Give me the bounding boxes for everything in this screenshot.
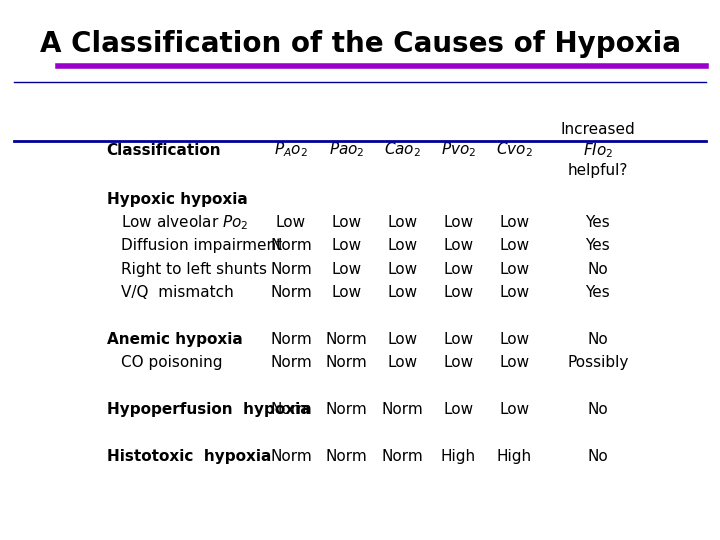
Text: Histotoxic  hypoxia: Histotoxic hypoxia (107, 449, 271, 464)
Text: High: High (497, 449, 531, 464)
Text: Low: Low (444, 215, 473, 230)
Text: Norm: Norm (382, 402, 423, 417)
Text: Norm: Norm (270, 402, 312, 417)
Text: Norm: Norm (270, 239, 312, 253)
Text: Low: Low (387, 332, 418, 347)
Text: Anemic hypoxia: Anemic hypoxia (107, 332, 243, 347)
Text: Low: Low (387, 262, 418, 277)
Text: Right to left shunts: Right to left shunts (121, 262, 266, 277)
Text: Classification: Classification (107, 143, 221, 158)
Text: Norm: Norm (270, 449, 312, 464)
Text: Low alveolar $Po_2$: Low alveolar $Po_2$ (121, 213, 248, 232)
Text: Increased
$FIo_2$
helpful?: Increased $FIo_2$ helpful? (560, 122, 635, 178)
Text: Low: Low (332, 239, 361, 253)
Text: Low: Low (387, 215, 418, 230)
Text: Yes: Yes (585, 285, 610, 300)
Text: Low: Low (499, 239, 529, 253)
Text: Norm: Norm (270, 285, 312, 300)
Text: Hypoperfusion  hypoxia: Hypoperfusion hypoxia (107, 402, 310, 417)
Text: Low: Low (499, 285, 529, 300)
Text: Low: Low (387, 239, 418, 253)
Text: High: High (441, 449, 476, 464)
Text: V/Q  mismatch: V/Q mismatch (121, 285, 233, 300)
Text: Low: Low (499, 355, 529, 370)
Text: Low: Low (444, 355, 473, 370)
Text: Low: Low (499, 402, 529, 417)
Text: Low: Low (332, 262, 361, 277)
Text: No: No (588, 449, 608, 464)
Text: $Cvo_2$: $Cvo_2$ (496, 141, 532, 159)
Text: Low: Low (444, 332, 473, 347)
Text: Low: Low (444, 262, 473, 277)
Text: Norm: Norm (382, 449, 423, 464)
Text: Norm: Norm (270, 355, 312, 370)
Text: A Classification of the Causes of Hypoxia: A Classification of the Causes of Hypoxi… (40, 30, 680, 58)
Text: No: No (588, 262, 608, 277)
Text: Norm: Norm (326, 332, 367, 347)
Text: Norm: Norm (326, 402, 367, 417)
Text: $Pao_2$: $Pao_2$ (329, 141, 364, 159)
Text: Low: Low (276, 215, 306, 230)
Text: Low: Low (499, 262, 529, 277)
Text: CO poisoning: CO poisoning (121, 355, 222, 370)
Text: Norm: Norm (270, 332, 312, 347)
Text: Low: Low (444, 285, 473, 300)
Text: $Cao_2$: $Cao_2$ (384, 141, 421, 159)
Text: Low: Low (499, 332, 529, 347)
Text: Low: Low (387, 355, 418, 370)
Text: Norm: Norm (270, 262, 312, 277)
Text: Hypoxic hypoxia: Hypoxic hypoxia (107, 192, 248, 207)
Text: Low: Low (499, 215, 529, 230)
Text: Yes: Yes (585, 215, 610, 230)
Text: No: No (588, 332, 608, 347)
Text: Low: Low (387, 285, 418, 300)
Text: Possibly: Possibly (567, 355, 629, 370)
Text: Yes: Yes (585, 239, 610, 253)
Text: Diffusion impairment: Diffusion impairment (121, 239, 282, 253)
Text: No: No (588, 402, 608, 417)
Text: Norm: Norm (326, 355, 367, 370)
Text: Norm: Norm (326, 449, 367, 464)
Text: $P_Ao_2$: $P_Ao_2$ (274, 141, 308, 159)
Text: $Pvo_2$: $Pvo_2$ (441, 141, 476, 159)
Text: Low: Low (444, 402, 473, 417)
Text: Low: Low (444, 239, 473, 253)
Text: Low: Low (332, 215, 361, 230)
Text: Low: Low (332, 285, 361, 300)
